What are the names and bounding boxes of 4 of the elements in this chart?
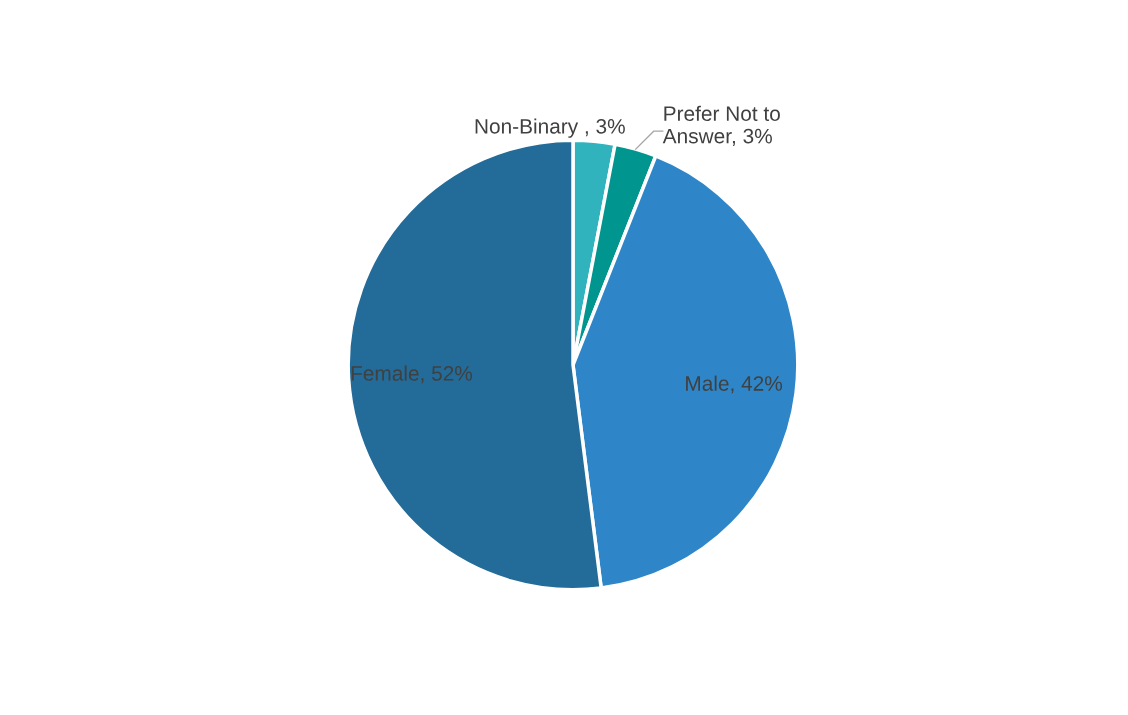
slice-label: Female, 52% [351, 365, 473, 384]
slice-label: Prefer Not to Answer, 3% [662, 105, 780, 146]
slice-label: Non-Binary , 3% [475, 118, 625, 138]
slice-label: Male, 42% [686, 375, 783, 394]
